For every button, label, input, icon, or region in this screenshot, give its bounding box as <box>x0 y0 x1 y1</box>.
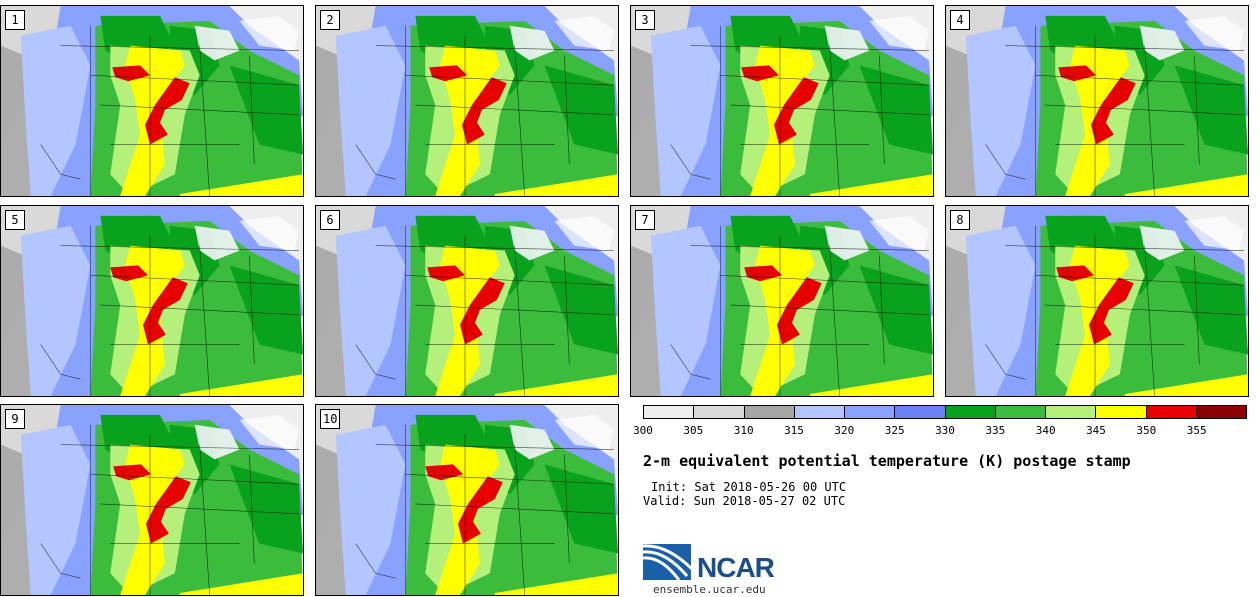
colorbar-tick-label: 335 <box>985 424 1006 437</box>
colorbar-tick-label: 330 <box>935 424 955 437</box>
colorbar-swatch <box>1196 406 1246 418</box>
ncar-logo-icon <box>643 544 695 581</box>
member-map-panel: 9 <box>0 404 304 596</box>
valid-time: Valid: Sun 2018-05-27 02 UTC <box>643 494 846 508</box>
init-time: Init: Sat 2018-05-26 00 UTC <box>651 480 847 494</box>
member-number-label: 2 <box>320 10 340 30</box>
colorbar-tick-label: 305 <box>683 424 704 437</box>
colorbar-swatch <box>995 406 1046 418</box>
colorbar-tick-label: 315 <box>784 424 804 437</box>
member-map-panel: 7 <box>630 205 934 397</box>
member-map-panel: 1 <box>0 5 304 197</box>
member-map-panel: 8 <box>945 205 1249 397</box>
colorbar-tick-label: 340 <box>1035 424 1056 437</box>
colorbar-tick-label: 350 <box>1136 424 1157 437</box>
site-url: ensemble.ucar.edu <box>653 583 766 596</box>
colorbar-tick-label: 310 <box>733 424 754 437</box>
member-number-label: 4 <box>950 10 970 30</box>
member-number-label: 9 <box>5 409 25 429</box>
colorbar-swatch <box>945 406 996 418</box>
member-map-panel: 6 <box>315 205 619 397</box>
colorbar-tick-label: 300 <box>633 424 653 437</box>
colorbar-swatch <box>644 406 695 418</box>
colorbar-swatch <box>744 406 795 418</box>
colorbar <box>643 405 1247 419</box>
member-map-panel: 10 <box>315 404 619 596</box>
member-number-label: 8 <box>950 210 970 230</box>
colorbar-swatch <box>1046 406 1097 418</box>
colorbar-swatch <box>694 406 745 418</box>
member-map-panel: 2 <box>315 5 619 197</box>
member-map-panel: 3 <box>630 5 934 197</box>
colorbar-tick-label: 325 <box>884 424 905 437</box>
member-number-label: 6 <box>320 210 340 230</box>
colorbar-swatch <box>1096 406 1147 418</box>
colorbar-tick-label: 320 <box>834 424 855 437</box>
member-map-panel: 4 <box>945 5 1249 197</box>
member-map-panel: 5 <box>0 205 304 397</box>
colorbar-swatch <box>895 406 946 418</box>
member-number-label: 7 <box>635 210 655 230</box>
colorbar-tick-label: 355 <box>1186 424 1207 437</box>
colorbar-tick-label: 345 <box>1086 424 1106 437</box>
member-number-label: 5 <box>5 210 25 230</box>
member-number-label: 1 <box>5 10 25 30</box>
member-number-label: 3 <box>635 10 655 30</box>
logo-text: NCAR <box>697 552 775 583</box>
member-number-label: 10 <box>320 409 341 429</box>
colorbar-swatch <box>1146 406 1197 418</box>
colorbar-swatch <box>845 406 896 418</box>
colorbar-swatch <box>794 406 845 418</box>
figure-title: 2-m equivalent potential temperature (K)… <box>643 452 1131 470</box>
